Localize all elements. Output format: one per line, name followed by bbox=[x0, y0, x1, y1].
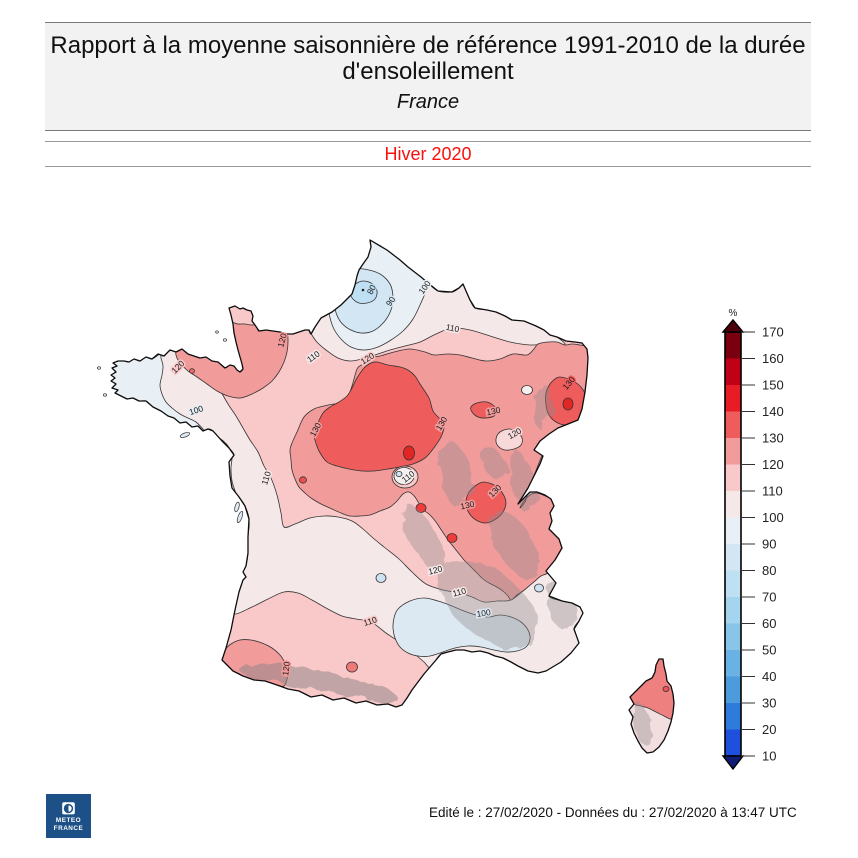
svg-text:120: 120 bbox=[762, 457, 784, 472]
svg-text:90: 90 bbox=[762, 537, 776, 552]
svg-text:110: 110 bbox=[762, 484, 783, 499]
svg-text:130: 130 bbox=[762, 431, 784, 446]
svg-text:110: 110 bbox=[445, 322, 461, 335]
svg-text:110: 110 bbox=[259, 470, 273, 486]
svg-text:150: 150 bbox=[762, 378, 784, 393]
svg-text:130: 130 bbox=[485, 405, 501, 418]
svg-text:130: 130 bbox=[459, 499, 475, 512]
svg-text:40: 40 bbox=[762, 669, 776, 684]
svg-text:100: 100 bbox=[476, 607, 492, 619]
svg-text:160: 160 bbox=[762, 351, 784, 366]
svg-text:140: 140 bbox=[762, 404, 784, 419]
svg-text:120: 120 bbox=[280, 661, 292, 677]
svg-text:100: 100 bbox=[762, 510, 784, 525]
svg-text:70: 70 bbox=[762, 590, 776, 605]
svg-text:80: 80 bbox=[762, 563, 776, 578]
svg-text:60: 60 bbox=[762, 616, 776, 631]
svg-text:%: % bbox=[729, 308, 738, 319]
svg-text:10: 10 bbox=[762, 749, 776, 764]
svg-text:30: 30 bbox=[762, 696, 776, 711]
svg-text:170: 170 bbox=[762, 325, 784, 340]
svg-text:50: 50 bbox=[762, 643, 776, 658]
svg-text:20: 20 bbox=[762, 722, 776, 737]
